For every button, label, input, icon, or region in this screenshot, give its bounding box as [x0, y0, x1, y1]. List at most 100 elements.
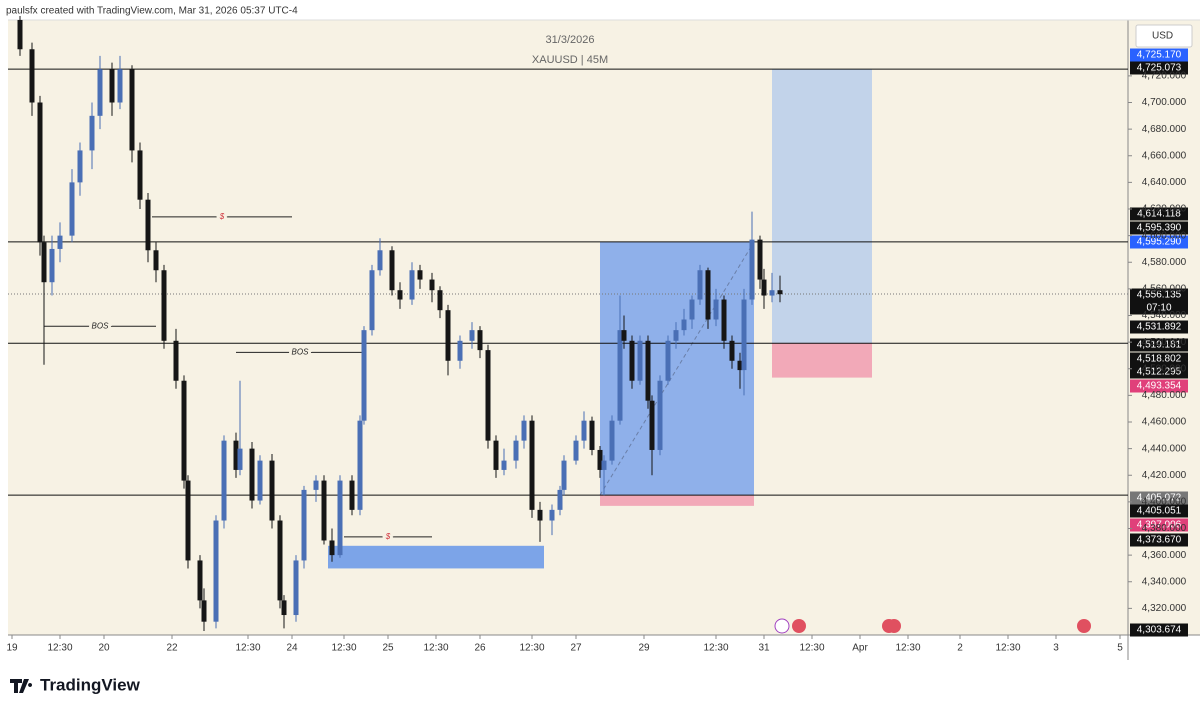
price-label: 07:10 [1146, 303, 1171, 314]
candle-body [357, 420, 363, 510]
candle-body [769, 290, 775, 296]
candle-body [77, 150, 83, 183]
candle-body [277, 520, 283, 601]
price-label: 4,595.290 [1137, 237, 1182, 248]
candle-body [329, 540, 335, 556]
candle-body [349, 480, 355, 510]
candle-body [89, 115, 95, 151]
stop-box [600, 495, 754, 506]
event-icon[interactable] [774, 618, 790, 634]
candle-body [749, 239, 755, 300]
candle-body [321, 480, 327, 541]
candle-body [221, 440, 227, 521]
candle-body [657, 380, 663, 450]
candle-body [761, 279, 767, 296]
y-tick-label: 4,500.000 [1142, 363, 1187, 374]
plot-background [8, 20, 1128, 635]
y-tick-label: 4,620.000 [1142, 204, 1187, 215]
event-icon[interactable] [792, 619, 806, 633]
candle-body [617, 330, 623, 421]
candle-body [409, 270, 415, 300]
candle-body [621, 330, 627, 341]
candle-body [537, 509, 543, 521]
x-tick-label: 20 [98, 643, 110, 654]
x-tick-label: 27 [570, 643, 582, 654]
y-tick-label: 4,360.000 [1142, 550, 1187, 561]
price-label: 4,405.051 [1137, 506, 1182, 517]
candle-body [445, 310, 451, 361]
candle-body [181, 380, 187, 481]
y-tick-label: 4,420.000 [1142, 470, 1187, 481]
y-tick-label: 4,660.000 [1142, 150, 1187, 161]
candle-body [629, 340, 635, 381]
candle-body [429, 279, 435, 291]
candle-body [249, 448, 255, 501]
chart-subtitle: XAUUSD | 45M [532, 54, 608, 66]
candle-body [469, 330, 475, 341]
candle-body [737, 360, 743, 371]
mark-label: $ [385, 532, 391, 541]
candle-body [41, 242, 47, 283]
x-tick-label: 12:30 [235, 643, 260, 654]
x-tick-label: 5 [1117, 643, 1123, 654]
price-label-box [1130, 288, 1188, 302]
candle-body [713, 299, 719, 320]
candle-body [673, 330, 679, 341]
price-label: 4,614.118 [1137, 209, 1181, 220]
candle-body [597, 449, 603, 470]
event-icon[interactable] [1077, 619, 1091, 633]
candle-body [153, 250, 159, 271]
candle-body [601, 460, 607, 470]
x-tick-label: Apr [852, 643, 868, 654]
candle-body [513, 440, 519, 461]
price-labels: 4,725.170 4,725.073 4,614.118 4,595.390 4,59… [1130, 48, 1188, 637]
x-tick-label: 31 [758, 643, 770, 654]
x-tick-label: 26 [474, 643, 486, 654]
candle-body [145, 199, 151, 251]
candle-body [17, 19, 23, 50]
candle-body [269, 460, 275, 521]
candle-body [369, 270, 375, 331]
y-tick-label: 4,540.000 [1142, 310, 1187, 321]
y-tick-label: 4,460.000 [1142, 417, 1187, 428]
chart-title: 31/3/2026 [546, 34, 595, 46]
x-tick-label: 2 [957, 643, 963, 654]
price-label-box [1130, 338, 1188, 352]
candle-body [201, 600, 207, 622]
candle-body [281, 600, 287, 616]
candle-body [665, 340, 671, 381]
candle-body [397, 290, 403, 300]
x-tick-label: 29 [638, 643, 650, 654]
price-label-box [1130, 235, 1188, 249]
logo-icon [10, 679, 33, 693]
candle-body [237, 448, 243, 470]
candle-body [97, 69, 103, 116]
header: paulsfx created with TradingView.com, Ma… [6, 6, 298, 17]
candle-body [69, 182, 75, 236]
event-icon[interactable] [887, 619, 901, 633]
price-label-box [1130, 518, 1188, 532]
price-label-box [1130, 301, 1188, 315]
plot-area: BOS BOS $ $ [8, 15, 1128, 632]
currency: USD [1152, 31, 1173, 42]
candle-body [609, 420, 615, 461]
price-label: 4,512.295 [1137, 367, 1182, 378]
price-label-box [1130, 365, 1188, 379]
y-tick-label: 4,320.000 [1142, 603, 1187, 614]
y-tick-label: 4,480.000 [1142, 390, 1187, 401]
y-tick-label: 4,520.000 [1142, 337, 1187, 348]
currency-box[interactable] [1135, 24, 1193, 48]
price-label: 4,405.072 [1137, 493, 1182, 504]
y-tick-label: 4,440.000 [1142, 443, 1187, 454]
price-label: 4,303.674 [1137, 625, 1182, 636]
candle-body [697, 270, 703, 300]
x-tick-label: 12:30 [519, 643, 544, 654]
price-label: 4,531.892 [1137, 322, 1182, 333]
price-label-box [1130, 623, 1188, 637]
candle-body [301, 489, 307, 561]
price-label-box [1130, 48, 1188, 62]
x-tick-label: 19 [6, 643, 18, 654]
candle-body [493, 440, 499, 470]
price-label: 4,493.354 [1137, 381, 1182, 392]
